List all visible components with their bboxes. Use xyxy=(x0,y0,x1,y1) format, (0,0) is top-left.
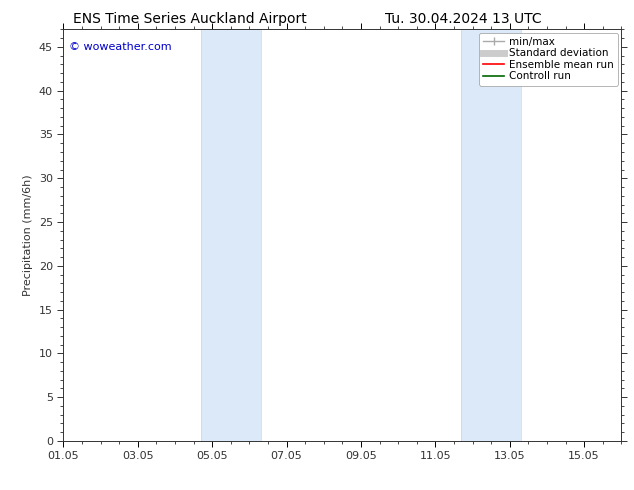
Bar xyxy=(201,29,261,441)
Bar xyxy=(462,29,521,441)
Y-axis label: Precipitation (mm/6h): Precipitation (mm/6h) xyxy=(23,174,34,296)
Text: ENS Time Series Auckland Airport: ENS Time Series Auckland Airport xyxy=(74,12,307,26)
Text: Tu. 30.04.2024 13 UTC: Tu. 30.04.2024 13 UTC xyxy=(384,12,541,26)
Text: © woweather.com: © woweather.com xyxy=(69,42,172,52)
Legend: min/max, Standard deviation, Ensemble mean run, Controll run: min/max, Standard deviation, Ensemble me… xyxy=(479,32,618,86)
